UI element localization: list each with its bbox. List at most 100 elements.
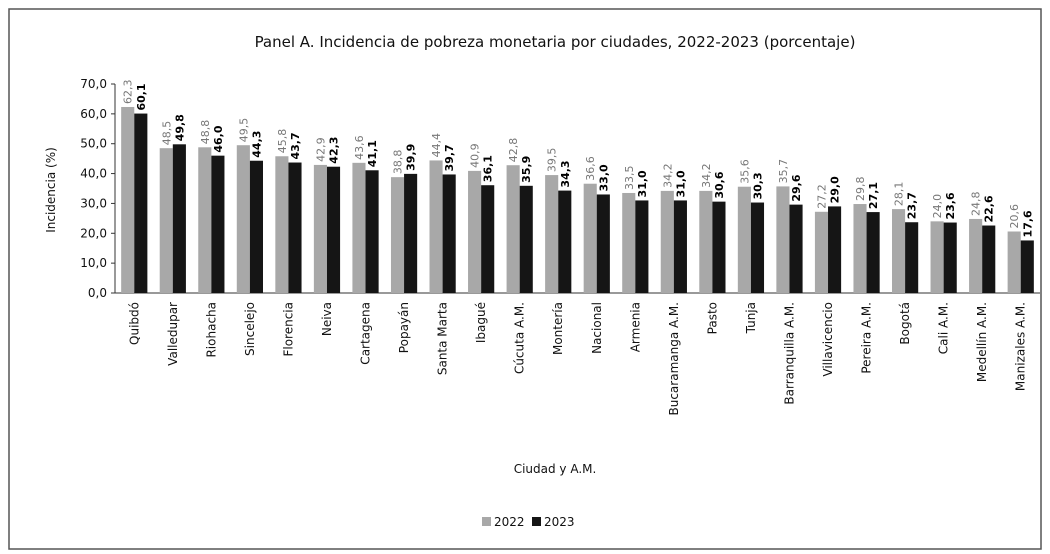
bar [468,170,482,293]
value-label: 34,2 [700,163,713,188]
y-tick-label: 50,0 [80,137,107,151]
bar [583,183,597,293]
value-label: 27,1 [867,182,880,209]
bar [198,147,212,293]
bar [622,192,636,293]
legend-label: 2022 [494,515,525,529]
value-label: 29,0 [829,176,842,203]
bar [442,174,456,293]
y-tick-label: 30,0 [80,196,107,210]
value-label: 33,0 [597,164,610,191]
value-label: 30,3 [751,172,764,199]
bar [288,162,302,293]
y-tick-label: 60,0 [80,107,107,121]
value-label: 42,3 [328,137,341,164]
value-label: 43,6 [353,135,366,160]
bar [596,194,610,293]
bar [519,185,533,293]
bar [211,155,225,293]
value-label: 62,3 [122,79,135,104]
bar [506,165,520,293]
x-tick-label: Manizales A.M. [1014,302,1028,391]
bar [1007,231,1021,293]
legend-swatch [532,517,541,526]
x-tick-label: Bogotá [898,302,912,345]
value-label: 39,9 [405,144,418,171]
value-label: 35,9 [520,156,533,183]
chart-title: Panel A. Incidencia de pobreza monetaria… [255,33,856,51]
x-tick-label: Villavicencio [821,302,835,377]
bar [481,185,495,293]
x-tick-label: Cartagena [359,302,373,365]
bar [545,175,559,293]
value-label: 45,8 [276,129,289,154]
x-tick-label: Pereira A.M. [860,302,874,374]
value-label: 23,6 [944,192,957,219]
x-tick-label: Montería [551,302,565,355]
x-tick-label: Neiva [320,302,334,336]
value-label: 42,9 [314,137,327,162]
x-tick-label: Popayán [397,302,411,353]
bar [558,190,572,293]
value-label: 20,6 [1008,204,1021,229]
x-tick-label: Cúcuta A.M. [513,302,527,374]
y-tick-label: 0,0 [88,286,107,300]
x-tick-label: Pasto [705,302,719,334]
x-tick-label: Tunja [744,302,758,334]
bar [853,204,867,293]
y-tick-label: 10,0 [80,256,107,270]
y-tick-label: 40,0 [80,167,107,181]
chart-frame [8,8,1042,550]
x-tick-label: Medellín A.M. [975,302,989,382]
bar [789,204,803,293]
value-label: 34,2 [661,163,674,188]
value-label: 60,1 [135,83,148,110]
value-label: 49,5 [237,118,250,143]
bar [121,106,135,294]
bar [892,209,906,293]
bar [313,164,327,293]
legend-label: 2023 [544,515,575,529]
bar [236,145,250,293]
bar [326,166,341,293]
bar [814,211,829,293]
bar [275,156,289,293]
bar [134,113,148,294]
value-label: 24,0 [931,194,944,219]
value-label: 29,6 [790,174,803,201]
x-tick-label: Armenia [628,302,642,352]
bar [159,148,173,293]
x-tick-label: Sincelejo [243,302,257,356]
x-tick-label: Valledupar [166,302,180,366]
bar [712,201,726,293]
value-label: 31,0 [674,170,687,197]
x-tick-label: Nacional [590,302,604,354]
value-label: 43,7 [289,132,302,159]
x-tick-label: Quibdó [127,302,141,345]
value-label: 49,8 [173,114,186,141]
bar [365,170,379,293]
value-label: 29,8 [854,177,867,202]
value-label: 36,6 [584,156,597,181]
x-tick-label: Riohacha [204,302,218,358]
bar [943,222,957,293]
value-label: 40,9 [469,143,482,168]
bar [828,206,842,293]
value-label: 17,6 [1021,210,1034,237]
value-label: 30,6 [713,171,726,198]
value-label: 31,0 [636,170,649,197]
bar [673,200,687,293]
value-label: 35,7 [777,159,790,184]
x-tick-label: Cali A.M. [937,302,951,354]
bar [429,160,443,293]
bar [1020,240,1034,293]
value-label: 33,5 [623,165,636,190]
bar [635,200,649,293]
y-axis-label: Incidencia (%) [44,147,58,233]
bar [750,202,765,293]
y-tick-label: 20,0 [80,226,107,240]
bar [737,186,751,293]
bar [390,177,405,293]
bar [352,162,366,293]
